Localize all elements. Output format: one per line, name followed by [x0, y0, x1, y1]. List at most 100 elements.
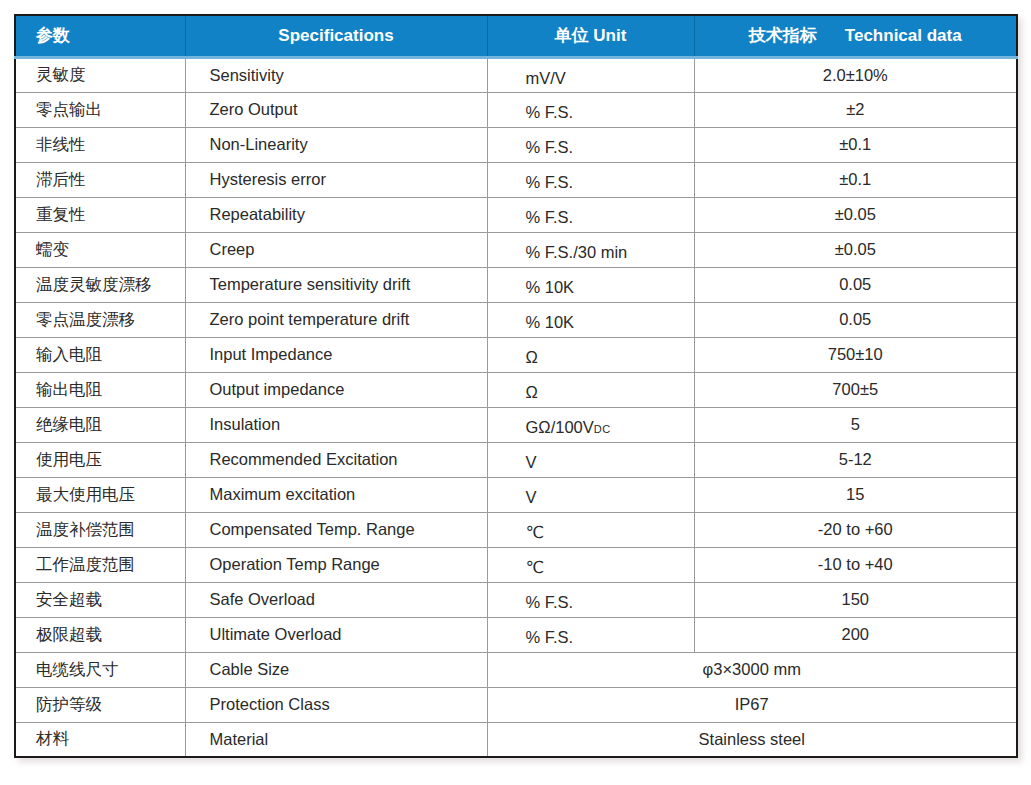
specification-cell: Maximum excitation — [185, 477, 487, 512]
unit-text: % F.S. — [526, 138, 574, 157]
parameter-cell: 零点温度漂移 — [15, 302, 185, 337]
specification-cell: Material — [185, 722, 487, 757]
unit-cell: ℃ — [487, 512, 694, 547]
table-body: 灵敏度SensitivitymV/V2.0±10%零点输出Zero Output… — [15, 57, 1017, 757]
specifications-table: 参数 Specifications 单位 Unit 技术指标Technical … — [14, 14, 1018, 758]
unit-cell: % F.S. — [487, 92, 694, 127]
table-row: 电缆线尺寸Cable Sizeφ3×3000 mm — [15, 652, 1017, 687]
unit-cell: % F.S./30 min — [487, 232, 694, 267]
table-row: 零点温度漂移Zero point temperature drift % 10K 0… — [15, 302, 1017, 337]
unit-value: V — [526, 453, 537, 471]
unit-value: V — [526, 488, 537, 506]
unit-cell: GΩ/100VDC — [487, 407, 694, 442]
parameter-cell: 灵敏度 — [15, 57, 185, 92]
unit-value: ℃ — [526, 558, 545, 576]
unit-cell: % 10K — [487, 302, 694, 337]
unit-value: % 10K — [526, 313, 575, 331]
table-row: 最大使用电压Maximum excitationV15 — [15, 477, 1017, 512]
specification-cell: Zero point temperature drift — [185, 302, 487, 337]
table-row: 蠕变Creep% F.S./30 min±0.05 — [15, 232, 1017, 267]
unit-value: % 10K — [526, 278, 575, 296]
technical-data-cell: ±0.05 — [694, 232, 1017, 267]
column-header-specifications: Specifications — [185, 15, 487, 57]
unit-text: ℃ — [526, 558, 545, 577]
unit-text: Ω — [526, 348, 538, 367]
unit-value: % F.S./30 min — [526, 243, 628, 261]
technical-data-cell: ±0.1 — [694, 162, 1017, 197]
unit-text: % 10K — [526, 278, 575, 297]
table-row: 输入电阻Input ImpedanceΩ750±10 — [15, 337, 1017, 372]
specification-cell: Temperature sensitivity drift — [185, 267, 487, 302]
unit-value: Ω — [526, 348, 538, 366]
unit-cell: V — [487, 442, 694, 477]
parameter-cell: 零点输出 — [15, 92, 185, 127]
merged-value-cell: Stainless steel — [487, 722, 1017, 757]
table-row: 防护等级Protection ClassIP67 — [15, 687, 1017, 722]
parameter-cell: 蠕变 — [15, 232, 185, 267]
unit-text: V — [526, 488, 537, 507]
parameter-cell: 非线性 — [15, 127, 185, 162]
specification-cell: Compensated Temp. Range — [185, 512, 487, 547]
unit-cell: % F.S. — [487, 127, 694, 162]
specification-cell: Hysteresis error — [185, 162, 487, 197]
technical-data-cell: 200 — [694, 617, 1017, 652]
parameter-cell: 最大使用电压 — [15, 477, 185, 512]
specification-cell: Insulation — [185, 407, 487, 442]
technical-data-cell: 150 — [694, 582, 1017, 617]
unit-cell: % F.S. — [487, 197, 694, 232]
technical-data-cell: 0.05 — [694, 267, 1017, 302]
table-row: 绝缘电阻InsulationGΩ/100VDC5 — [15, 407, 1017, 442]
technical-data-cell: 0.05 — [694, 302, 1017, 337]
unit-value: % F.S. — [526, 173, 574, 191]
header-row: 参数 Specifications 单位 Unit 技术指标Technical … — [15, 15, 1017, 57]
unit-text: % F.S./30 min — [526, 243, 628, 262]
column-header-technical-data: 技术指标Technical data — [694, 15, 1017, 57]
unit-cell: % F.S. — [487, 617, 694, 652]
unit-text: mV/V — [526, 69, 566, 88]
unit-value: ℃ — [526, 523, 545, 541]
table-header: 参数 Specifications 单位 Unit 技术指标Technical … — [15, 15, 1017, 57]
table-row: 使用电压Recommended ExcitationV5-12 — [15, 442, 1017, 477]
table-row: 极限超载Ultimate Overload% F.S.200 — [15, 617, 1017, 652]
specification-cell: Repeatability — [185, 197, 487, 232]
parameter-cell: 温度灵敏度漂移 — [15, 267, 185, 302]
technical-data-cell: 5-12 — [694, 442, 1017, 477]
column-header-unit: 单位 Unit — [487, 15, 694, 57]
parameter-cell: 安全超载 — [15, 582, 185, 617]
table-row: 零点输出Zero Output% F.S.±2 — [15, 92, 1017, 127]
unit-value: Ω — [526, 383, 538, 401]
unit-value: % F.S. — [526, 208, 574, 226]
table-row: 材料MaterialStainless steel — [15, 722, 1017, 757]
column-header-technical-data-zh: 技术指标 — [749, 26, 817, 45]
unit-cell: mV/V — [487, 57, 694, 92]
unit-subscript: DC — [594, 423, 611, 435]
merged-value-cell: φ3×3000 mm — [487, 652, 1017, 687]
unit-text: GΩ/100VDC — [526, 418, 611, 437]
specification-cell: Input Impedance — [185, 337, 487, 372]
unit-cell: % 10K — [487, 267, 694, 302]
unit-cell: V — [487, 477, 694, 512]
unit-text: % F.S. — [526, 593, 574, 612]
unit-text: % F.S. — [526, 173, 574, 192]
unit-value: % F.S. — [526, 593, 574, 611]
unit-text: % 10K — [526, 313, 575, 332]
parameter-cell: 材料 — [15, 722, 185, 757]
unit-text: V — [526, 453, 537, 472]
unit-cell: ℃ — [487, 547, 694, 582]
technical-data-cell: 750±10 — [694, 337, 1017, 372]
parameter-cell: 极限超载 — [15, 617, 185, 652]
unit-text: % F.S. — [526, 628, 574, 647]
unit-cell: % F.S. — [487, 582, 694, 617]
table-row: 安全超载Safe Overload% F.S.150 — [15, 582, 1017, 617]
parameter-cell: 防护等级 — [15, 687, 185, 722]
unit-value: % F.S. — [526, 103, 574, 121]
table-row: 温度灵敏度漂移Temperature sensitivity drift % 10… — [15, 267, 1017, 302]
specification-cell: Output impedance — [185, 372, 487, 407]
unit-cell: Ω — [487, 372, 694, 407]
unit-value: GΩ/100V — [526, 418, 594, 436]
specification-cell: Non-Linearity — [185, 127, 487, 162]
unit-value: % F.S. — [526, 138, 574, 156]
technical-data-cell: ±0.05 — [694, 197, 1017, 232]
table-row: 重复性Repeatability% F.S.±0.05 — [15, 197, 1017, 232]
table-row: 灵敏度SensitivitymV/V2.0±10% — [15, 57, 1017, 92]
